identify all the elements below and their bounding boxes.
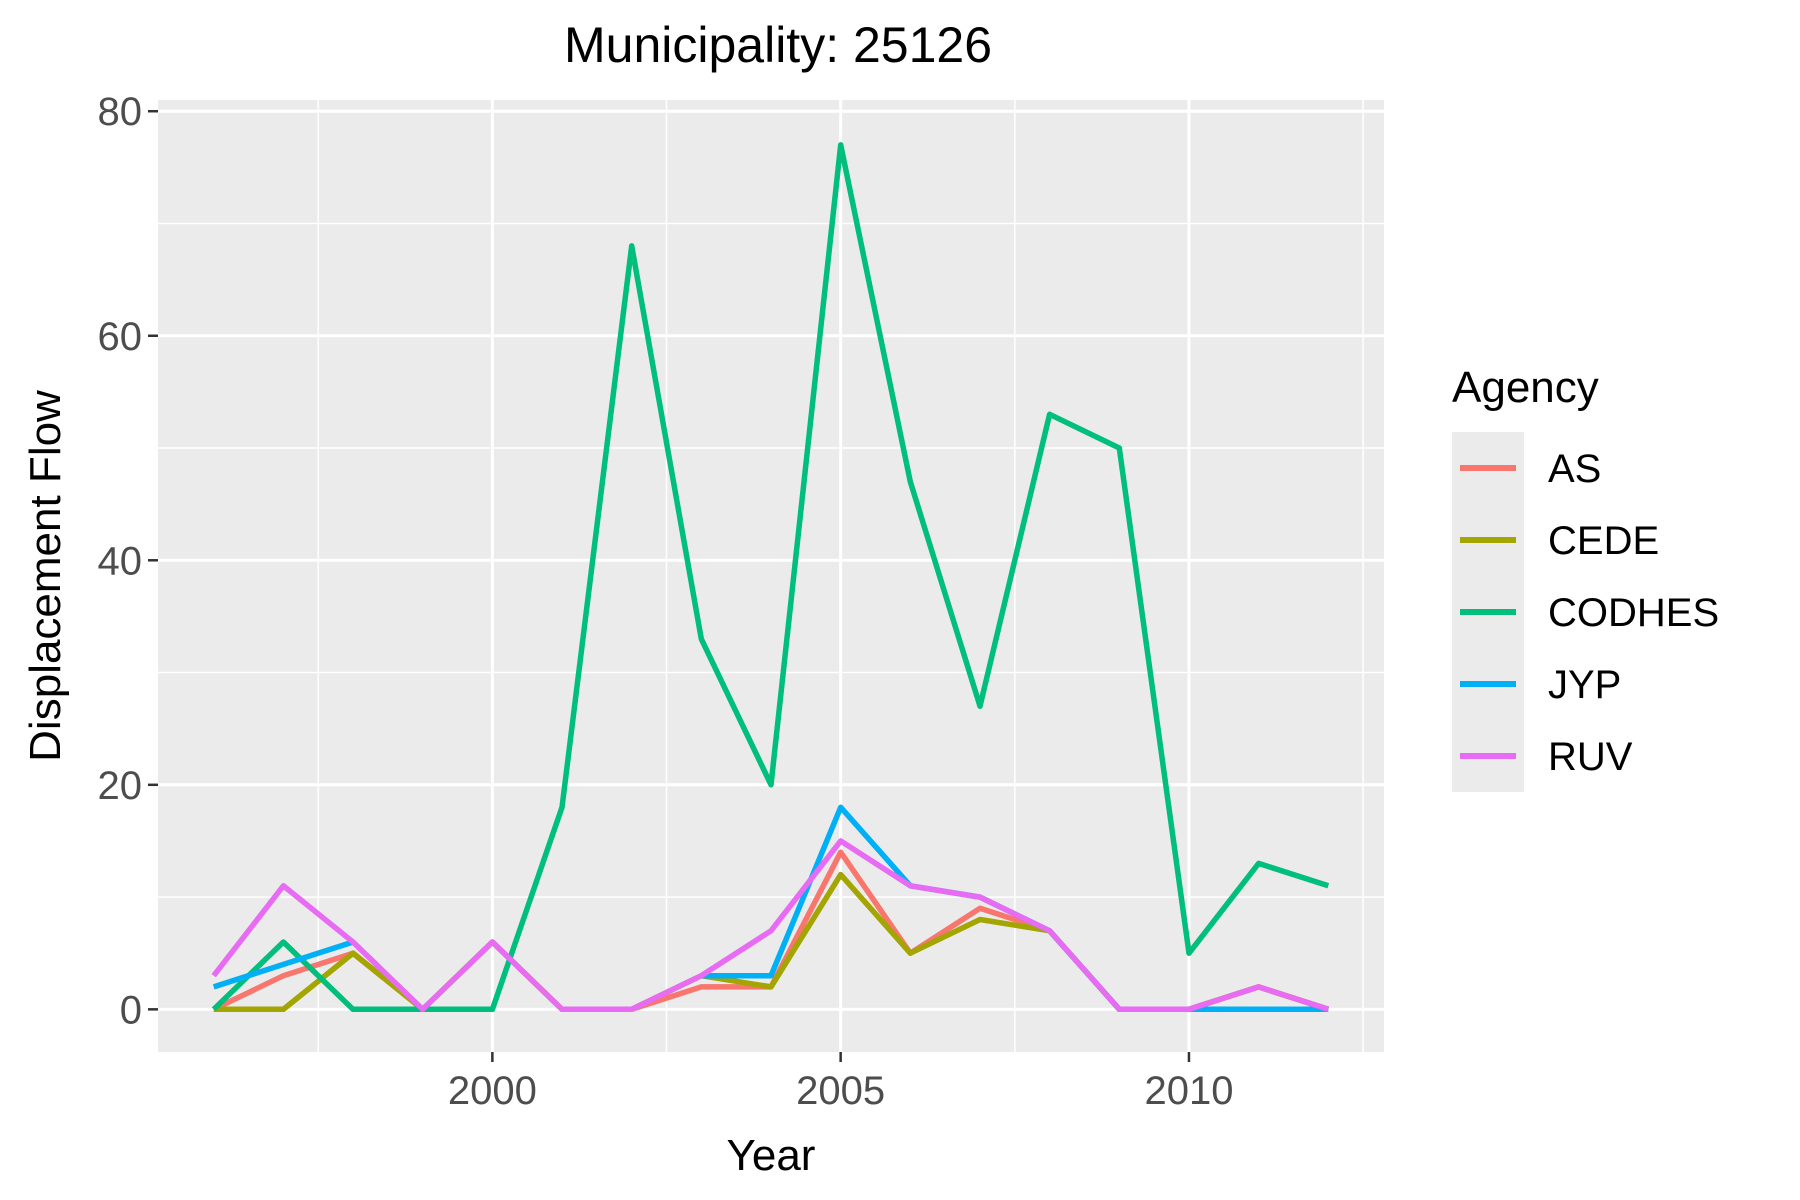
y-tick-label: 0 bbox=[120, 988, 142, 1032]
series-line-codhes bbox=[211, 142, 1330, 1013]
x-tick-label: 2005 bbox=[796, 1069, 885, 1113]
x-axis-title: Year bbox=[727, 1131, 816, 1180]
y-tick-label: 80 bbox=[98, 90, 143, 134]
legend-label-codhes: CODHES bbox=[1548, 591, 1719, 635]
x-tick-label: 2000 bbox=[448, 1069, 537, 1113]
series-line-ruv bbox=[211, 838, 1330, 1013]
y-tick-label: 20 bbox=[98, 764, 143, 808]
y-tick-label: 40 bbox=[98, 539, 143, 583]
series-lines bbox=[211, 142, 1330, 1013]
legend-label-jyp: JYP bbox=[1548, 663, 1621, 707]
series-line-jyp bbox=[212, 939, 354, 990]
y-axis: 0 20 40 60 80 bbox=[98, 90, 158, 1032]
y-axis-title: Displacement Flow bbox=[21, 390, 70, 762]
major-gridlines bbox=[158, 100, 1384, 1052]
legend-label-as: AS bbox=[1548, 447, 1601, 491]
x-axis: 2000 2005 2010 bbox=[448, 1052, 1233, 1113]
minor-gridlines bbox=[158, 100, 1384, 1052]
legend-items: AS CEDE CODHES JYP RUV bbox=[1460, 447, 1719, 779]
legend-label-ruv: RUV bbox=[1548, 735, 1633, 779]
x-tick-label: 2010 bbox=[1144, 1069, 1233, 1113]
legend-label-cede: CEDE bbox=[1548, 519, 1659, 563]
legend: Agency AS CEDE CODHES JYP RUV bbox=[1452, 363, 1719, 792]
legend-title: Agency bbox=[1452, 363, 1599, 412]
chart-title: Municipality: 25126 bbox=[564, 17, 992, 73]
y-tick-label: 60 bbox=[98, 315, 143, 359]
plot-panel bbox=[158, 100, 1384, 1052]
